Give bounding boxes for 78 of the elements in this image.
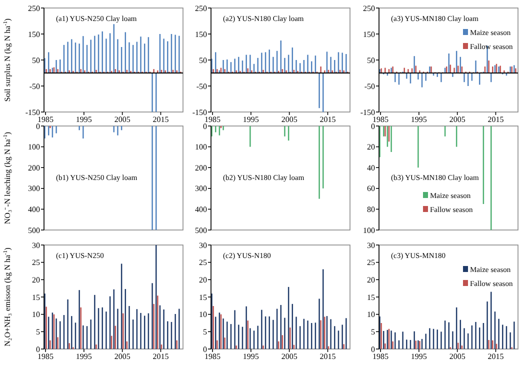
y-tick-label: -50 bbox=[364, 82, 375, 91]
y-tick-label: 300 bbox=[195, 184, 207, 194]
y-tick-label: 15 bbox=[367, 292, 375, 302]
x-tick-label: 1985 bbox=[38, 115, 54, 124]
x-tick-label: 2005 bbox=[281, 115, 298, 124]
y-tick-label: 400 bbox=[195, 205, 207, 214]
x-tick-label: 1985 bbox=[38, 352, 54, 361]
y-tick-label: 25 bbox=[199, 258, 207, 268]
y-tick-label: 0 bbox=[36, 344, 40, 354]
y-tick-label: 0 bbox=[203, 344, 207, 354]
x-tick-label: 2005 bbox=[114, 115, 130, 124]
y-tick-label: 0 bbox=[36, 122, 40, 131]
y-tick-label: 0 bbox=[371, 344, 375, 354]
y-tick-label: 5 bbox=[371, 327, 375, 336]
x-tick-label: 2015 bbox=[488, 352, 504, 361]
y-tick-label: 200 bbox=[28, 163, 40, 172]
y-tick-label: 20 bbox=[367, 275, 375, 284]
y-tick-label: 20 bbox=[367, 142, 375, 152]
x-tick-label: 1985 bbox=[204, 352, 221, 361]
y-tick-label: 30 bbox=[367, 240, 375, 250]
y-tick-label: 50 bbox=[199, 56, 207, 65]
x-tick-label: 1995 bbox=[242, 352, 259, 361]
y-tick-label: 400 bbox=[28, 205, 40, 214]
y-tick-label: 250 bbox=[195, 4, 207, 13]
y-tick-label: 20 bbox=[32, 275, 40, 284]
y-tick-label: 500 bbox=[195, 226, 207, 235]
y-tick-label: 100 bbox=[363, 226, 375, 235]
y-tick-label: 10 bbox=[199, 310, 207, 320]
x-tick-label: 2015 bbox=[488, 115, 504, 124]
y-tick-label: 25 bbox=[32, 258, 40, 268]
y-tick-label: 250 bbox=[363, 4, 375, 13]
y-tick-label: 0 bbox=[203, 122, 207, 131]
y-tick-label: 40 bbox=[367, 163, 375, 172]
y-tick-label: 80 bbox=[367, 205, 375, 214]
y-tick-label: 0 bbox=[371, 122, 375, 131]
y-tick-label: 15 bbox=[199, 292, 207, 302]
y-tick-label: 5 bbox=[36, 327, 40, 336]
x-tick-label: 1995 bbox=[76, 352, 92, 361]
y-tick-label: 200 bbox=[195, 163, 207, 172]
x-tick-label: 2005 bbox=[449, 115, 466, 124]
y-tick-label: 50 bbox=[367, 56, 375, 65]
x-tick-label: 1995 bbox=[410, 115, 427, 124]
y-tick-label: 100 bbox=[28, 142, 40, 152]
x-tick-label: 2015 bbox=[320, 115, 336, 124]
x-tick-label: 1995 bbox=[242, 115, 259, 124]
y-tick-label: -150 bbox=[192, 108, 207, 117]
y-tick-label: 10 bbox=[367, 310, 375, 320]
y-tick-label: 25 bbox=[367, 258, 375, 268]
y-tick-label: 150 bbox=[28, 30, 40, 39]
y-tick-label: 5 bbox=[203, 327, 207, 336]
x-tick-label: 2015 bbox=[152, 115, 169, 124]
x-tick-label: 2015 bbox=[152, 352, 169, 361]
y-tick-label: 20 bbox=[199, 275, 207, 284]
y-tick-label: 500 bbox=[28, 226, 40, 235]
x-tick-label: 1985 bbox=[204, 115, 221, 124]
y-tick-label: 60 bbox=[367, 184, 375, 194]
x-tick-label: 1995 bbox=[76, 115, 92, 124]
y-tick-label: 50 bbox=[32, 56, 40, 65]
y-tick-label: 150 bbox=[363, 30, 375, 39]
y-tick-label: 15 bbox=[32, 292, 40, 302]
x-tick-label: 2005 bbox=[449, 352, 466, 361]
x-tick-label: 1985 bbox=[372, 352, 389, 361]
x-tick-label: 1995 bbox=[410, 352, 427, 361]
y-tick-label: 100 bbox=[195, 142, 207, 152]
y-tick-label: 30 bbox=[32, 240, 40, 250]
y-tick-label: -150 bbox=[25, 108, 40, 117]
y-tick-label: 300 bbox=[28, 184, 40, 194]
x-tick-label: 1985 bbox=[372, 115, 389, 124]
y-tick-label: 150 bbox=[195, 30, 207, 39]
y-tick-label: -150 bbox=[360, 108, 375, 117]
y-tick-label: 30 bbox=[199, 240, 207, 250]
x-tick-label: 2005 bbox=[281, 352, 298, 361]
x-tick-label: 2005 bbox=[114, 352, 130, 361]
y-tick-label: 10 bbox=[32, 310, 40, 320]
x-tick-label: 2015 bbox=[320, 352, 336, 361]
y-tick-label: 250 bbox=[28, 4, 40, 13]
y-tick-label: -50 bbox=[196, 82, 207, 91]
y-tick-label: -50 bbox=[29, 82, 40, 91]
